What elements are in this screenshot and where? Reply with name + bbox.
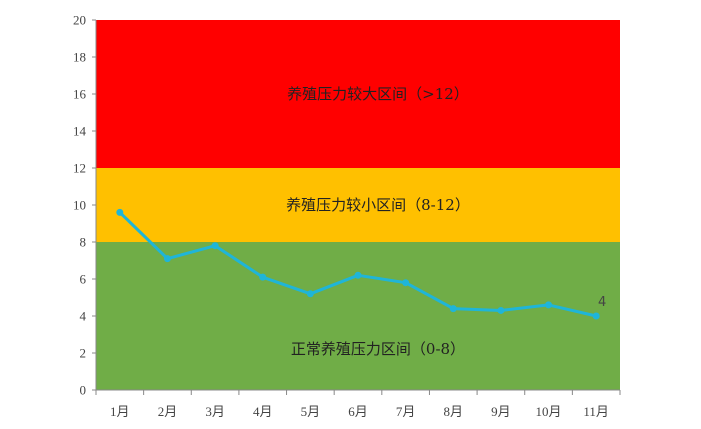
x-tick-label: 11月 (583, 404, 609, 419)
x-tick-label: 3月 (205, 404, 225, 419)
x-tick-labels: 1月 2月 3月 4月 5月 6月 7月 8月 9月 10月 11月 (95, 390, 621, 419)
data-point (449, 305, 457, 313)
y-tick-label: 6 (80, 272, 87, 287)
x-tick-label: 8月 (444, 404, 464, 419)
x-tick-label: 4月 (253, 404, 273, 419)
zone-label-0: 正常养殖压力区间（0-8） (291, 340, 465, 358)
data-point (306, 290, 314, 298)
x-tick-label: 1月 (110, 404, 130, 419)
series-group (116, 208, 600, 320)
data-point (259, 273, 267, 281)
y-tick-label: 0 (80, 383, 87, 398)
zone-label-1: 养殖压力较小区间（8-12） (286, 196, 470, 214)
x-tick-label: 2月 (158, 404, 178, 419)
x-tick-label: 9月 (491, 404, 511, 419)
data-point (116, 208, 124, 216)
y-tick-label: 2 (80, 346, 87, 361)
x-tick-label: 7月 (396, 404, 416, 419)
data-label: 4 (598, 295, 606, 310)
data-point (163, 255, 171, 263)
data-point (592, 312, 600, 320)
zone-band-0 (96, 242, 620, 390)
x-tick-label: 10月 (536, 404, 562, 419)
zone-bands (96, 20, 620, 390)
y-tick-label: 12 (73, 161, 86, 176)
data-point (545, 301, 553, 309)
zone-labels: 正常养殖压力区间（0-8） 养殖压力较小区间（8-12） 养殖压力较大区间（>12） (286, 85, 470, 358)
zone-band-2 (96, 20, 620, 168)
zone-band-1 (96, 168, 620, 242)
data-point (211, 242, 219, 250)
data-point (354, 271, 362, 279)
data-labels: 4 (598, 295, 606, 310)
x-tick-label: 5月 (301, 404, 321, 419)
data-point (497, 306, 505, 314)
y-tick-label: 16 (73, 87, 87, 102)
y-tick-label: 18 (73, 50, 86, 65)
y-tick-labels: 0 2 4 6 8 10 12 14 16 18 20 (73, 13, 96, 398)
zone-label-2: 养殖压力较大区间（>12） (287, 85, 469, 103)
y-tick-label: 4 (80, 309, 87, 324)
data-point (402, 279, 410, 287)
y-tick-label: 20 (73, 13, 86, 28)
x-tick-label: 6月 (348, 404, 368, 419)
y-tick-label: 14 (73, 124, 87, 139)
y-tick-label: 8 (80, 235, 87, 250)
y-tick-label: 10 (73, 198, 86, 213)
